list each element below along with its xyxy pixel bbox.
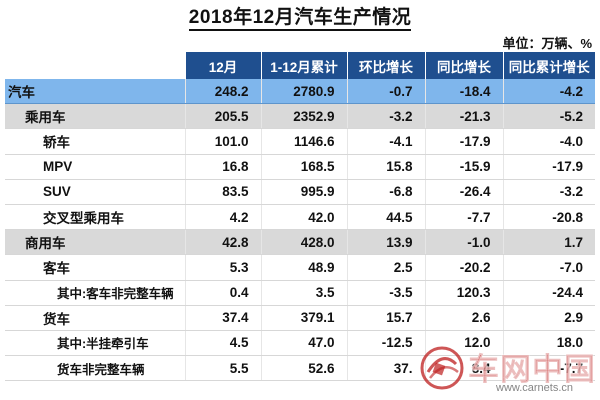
value-cell: -4.1 bbox=[346, 128, 425, 155]
row-label: 客车 bbox=[5, 254, 185, 281]
value-cell: 428.0 bbox=[260, 229, 347, 256]
value-cell: 44.5 bbox=[346, 204, 425, 231]
value-cell: -0.7 bbox=[346, 79, 425, 105]
value-cell: 1146.6 bbox=[260, 128, 347, 155]
row-label: MPV bbox=[5, 154, 185, 180]
value-cell: -5.2 bbox=[502, 103, 595, 130]
production-table: 12月 1-12月累计 环比增长 同比增长 同比累计增长 汽车 248.2 2780… bbox=[5, 52, 595, 382]
value-cell: 0.4 bbox=[184, 280, 261, 306]
value-cell: -7.0 bbox=[502, 254, 595, 281]
value-cell: -20.2 bbox=[424, 254, 503, 281]
value-cell: -18.4 bbox=[424, 79, 503, 105]
value-cell: 101.0 bbox=[184, 128, 261, 155]
value-cell: -21.3 bbox=[424, 103, 503, 130]
value-cell: -6.8 bbox=[346, 179, 425, 205]
value-cell: 205.5 bbox=[184, 103, 261, 130]
value-cell: 8.4 bbox=[424, 355, 503, 382]
row-label: 货车 bbox=[5, 305, 185, 331]
table-row: 货车非完整车辆 5.5 52.6 37. 8.4 -7.7 bbox=[5, 355, 595, 382]
value-cell: -24.4 bbox=[502, 280, 595, 306]
value-cell: 120.3 bbox=[424, 280, 503, 306]
table-row: 汽车 248.2 2780.9 -0.7 -18.4 -4.2 bbox=[5, 79, 595, 105]
table-row: 商用车 42.8 428.0 13.9 -1.0 1.7 bbox=[5, 229, 595, 256]
value-cell: 2.5 bbox=[346, 254, 425, 281]
value-cell: 18.0 bbox=[502, 330, 595, 357]
row-label: 商用车 bbox=[5, 229, 185, 256]
table-title: 2018年12月汽车生产情况 bbox=[0, 2, 600, 31]
value-cell: 83.5 bbox=[184, 179, 261, 205]
value-cell: 15.8 bbox=[346, 154, 425, 180]
value-cell: 13.9 bbox=[346, 229, 425, 256]
value-cell: 248.2 bbox=[184, 79, 261, 105]
row-label: 货车非完整车辆 bbox=[5, 355, 185, 382]
table-row: 客车 5.3 48.9 2.5 -20.2 -7.0 bbox=[5, 254, 595, 281]
value-cell: 2.9 bbox=[502, 305, 595, 331]
header-cell: 12月 bbox=[184, 52, 261, 79]
value-cell: -3.2 bbox=[502, 179, 595, 205]
value-cell: 995.9 bbox=[260, 179, 347, 205]
value-cell: 37.4 bbox=[184, 305, 261, 331]
value-cell: 48.9 bbox=[260, 254, 347, 281]
value-cell: -26.4 bbox=[424, 179, 503, 205]
value-cell: 2.6 bbox=[424, 305, 503, 331]
value-cell: 379.1 bbox=[260, 305, 347, 331]
row-label: 汽车 bbox=[5, 79, 185, 105]
value-cell: 47.0 bbox=[260, 330, 347, 357]
header-cell: 同比增长 bbox=[424, 52, 503, 79]
value-cell: 2780.9 bbox=[260, 79, 347, 105]
row-label: SUV bbox=[5, 179, 185, 205]
table-row: 交叉型乘用车 4.2 42.0 44.5 -7.7 -20.8 bbox=[5, 204, 595, 231]
value-cell: 5.3 bbox=[184, 254, 261, 281]
header-cell: 环比增长 bbox=[346, 52, 425, 79]
table-row: 轿车 101.0 1146.6 -4.1 -17.9 -4.0 bbox=[5, 128, 595, 155]
value-cell: 168.5 bbox=[260, 154, 347, 180]
value-cell: 52.6 bbox=[260, 355, 347, 382]
value-cell: 4.2 bbox=[184, 204, 261, 231]
value-cell: 12.0 bbox=[424, 330, 503, 357]
value-cell: 4.5 bbox=[184, 330, 261, 357]
table-row: SUV 83.5 995.9 -6.8 -26.4 -3.2 bbox=[5, 179, 595, 205]
value-cell: 2352.9 bbox=[260, 103, 347, 130]
row-label: 轿车 bbox=[5, 128, 185, 155]
value-cell: -20.8 bbox=[502, 204, 595, 231]
table-row: MPV 16.8 168.5 15.8 -15.9 -17.9 bbox=[5, 154, 595, 180]
table-row: 乘用车 205.5 2352.9 -3.2 -21.3 -5.2 bbox=[5, 103, 595, 130]
value-cell: -3.2 bbox=[346, 103, 425, 130]
table-row: 其中:半挂牵引车 4.5 47.0 -12.5 12.0 18.0 bbox=[5, 330, 595, 357]
header-cell bbox=[5, 52, 185, 79]
value-cell: -17.9 bbox=[502, 154, 595, 180]
value-cell: 5.5 bbox=[184, 355, 261, 382]
row-label: 交叉型乘用车 bbox=[5, 204, 185, 231]
value-cell: -12.5 bbox=[346, 330, 425, 357]
value-cell: 15.7 bbox=[346, 305, 425, 331]
value-cell: -17.9 bbox=[424, 128, 503, 155]
value-cell: -7.7 bbox=[502, 355, 595, 382]
value-cell: 16.8 bbox=[184, 154, 261, 180]
value-cell: 37. bbox=[346, 355, 425, 382]
header-row: 12月 1-12月累计 环比增长 同比增长 同比累计增长 bbox=[5, 52, 595, 79]
row-label: 其中:客车非完整车辆 bbox=[5, 280, 185, 306]
table-row: 货车 37.4 379.1 15.7 2.6 2.9 bbox=[5, 305, 595, 331]
value-cell: -4.0 bbox=[502, 128, 595, 155]
value-cell: 1.7 bbox=[502, 229, 595, 256]
header-cell: 1-12月累计 bbox=[260, 52, 347, 79]
header-cell: 同比累计增长 bbox=[502, 52, 595, 79]
unit-label: 单位：万辆、% bbox=[502, 36, 592, 51]
row-label: 其中:半挂牵引车 bbox=[5, 330, 185, 357]
value-cell: -3.5 bbox=[346, 280, 425, 306]
value-cell: 3.5 bbox=[260, 280, 347, 306]
value-cell: -15.9 bbox=[424, 154, 503, 180]
value-cell: -1.0 bbox=[424, 229, 503, 256]
value-cell: 42.8 bbox=[184, 229, 261, 256]
value-cell: -4.2 bbox=[502, 79, 595, 105]
watermark-url: www.carnets.cn bbox=[496, 382, 574, 394]
row-label: 乘用车 bbox=[5, 103, 185, 130]
table-row: 其中:客车非完整车辆 0.4 3.5 -3.5 120.3 -24.4 bbox=[5, 280, 595, 306]
value-cell: 42.0 bbox=[260, 204, 347, 231]
value-cell: -7.7 bbox=[424, 204, 503, 231]
